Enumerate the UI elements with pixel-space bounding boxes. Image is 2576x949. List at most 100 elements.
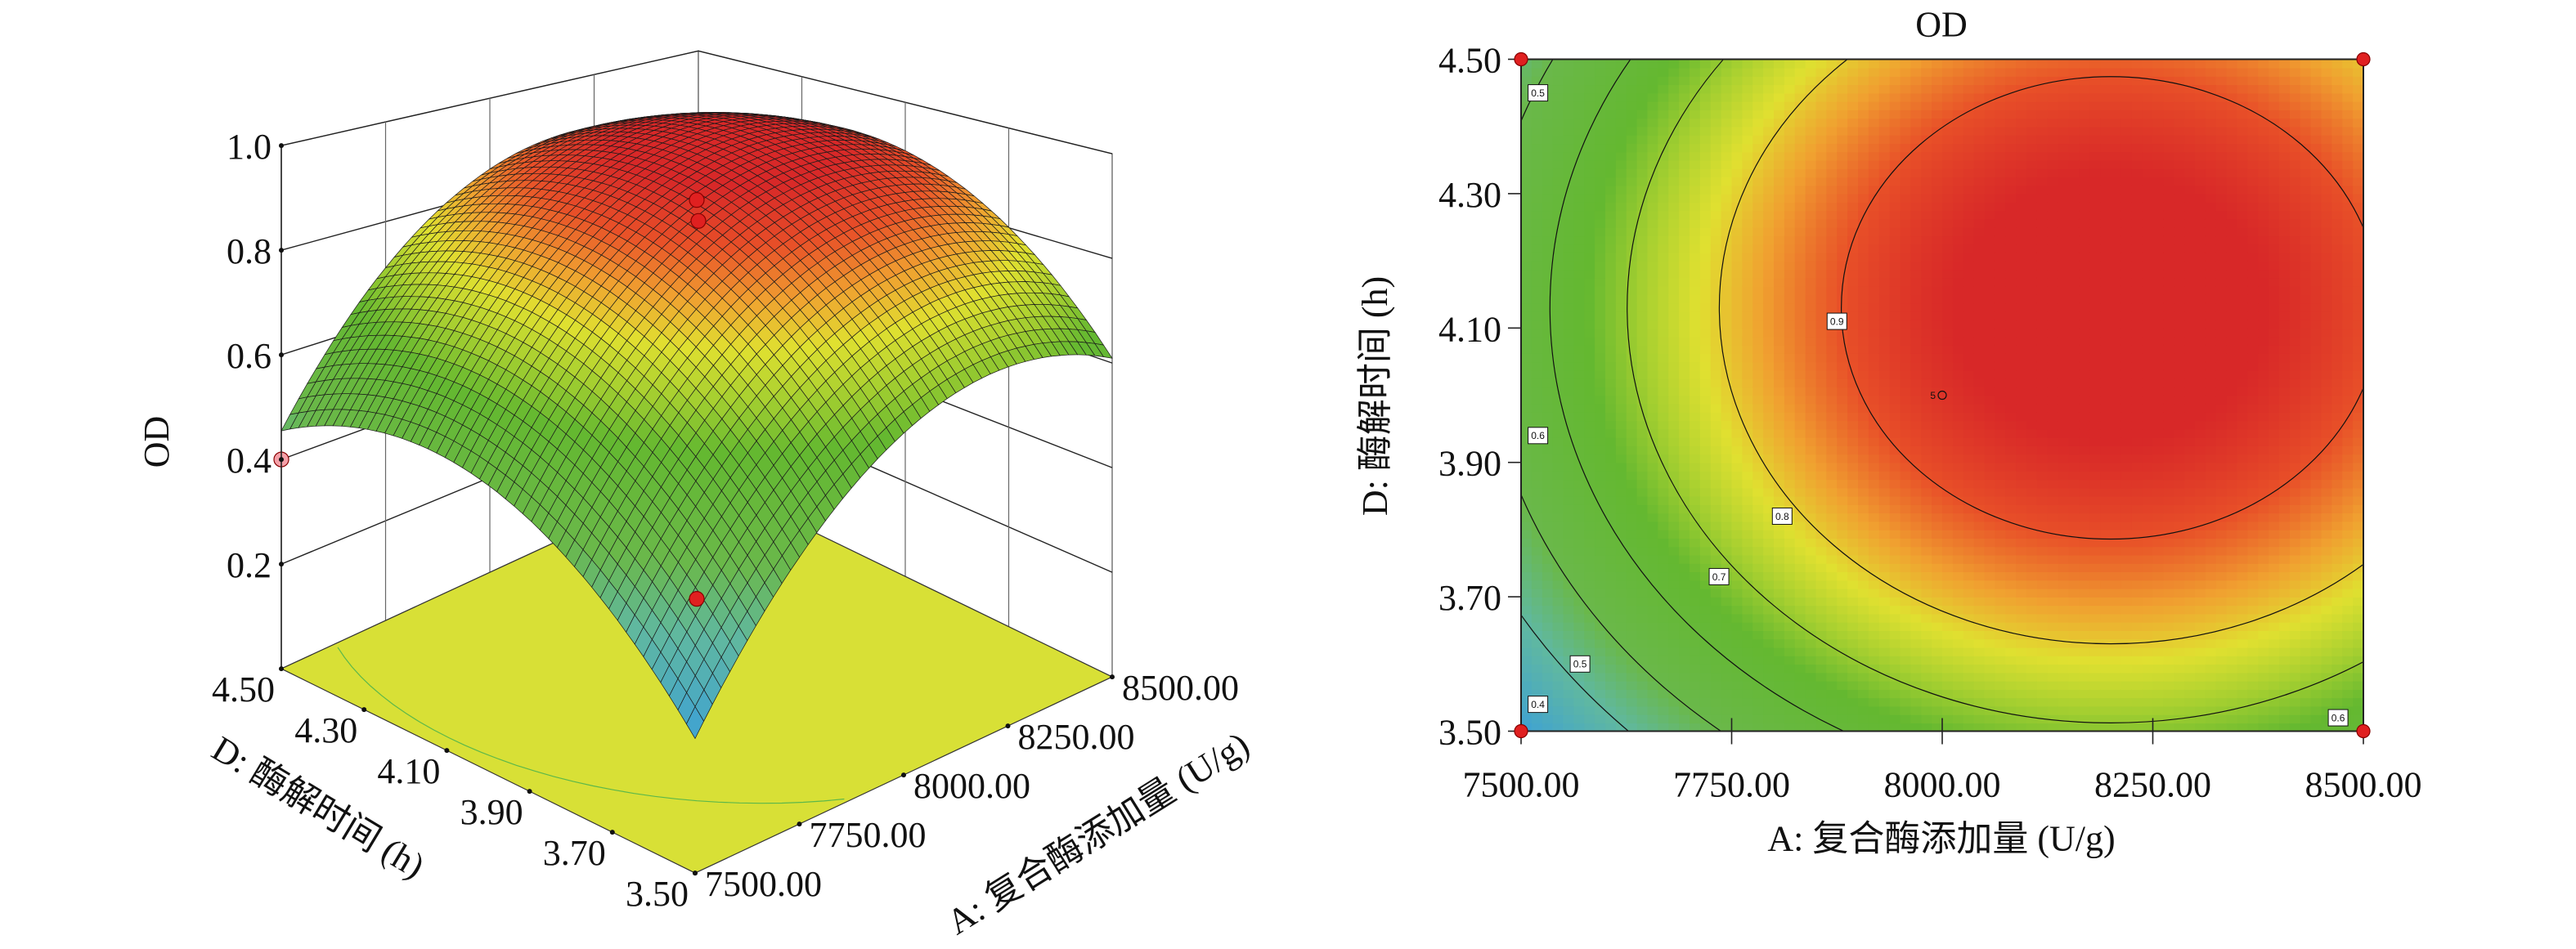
heatmap-cell (1794, 487, 1806, 497)
heatmap-cell (1794, 193, 1806, 203)
heatmap-cell (1826, 613, 1838, 623)
heatmap-cell (1563, 521, 1575, 530)
heatmap-cell (1573, 470, 1586, 481)
design-point (690, 213, 707, 229)
heatmap-cell (1710, 470, 1722, 481)
heatmap-cell (1605, 361, 1617, 371)
heatmap-cell (1837, 680, 1848, 690)
heatmap-cell (1710, 513, 1722, 522)
heatmap-cell (1615, 202, 1627, 212)
heatmap-cell (1742, 436, 1754, 446)
heatmap-cell (1521, 428, 1533, 438)
heatmap-cell (1847, 151, 1859, 161)
heatmap-cell (1847, 285, 1859, 295)
heatmap-cell (1847, 588, 1859, 598)
heatmap-cell (1552, 630, 1564, 640)
heatmap-cell (1563, 168, 1575, 178)
heatmap-cell (1837, 495, 1848, 505)
heatmap-cell (1847, 177, 1859, 186)
heatmap-cell (1584, 613, 1595, 623)
heatmap-cell (1647, 428, 1659, 438)
heatmap-cell (1584, 554, 1595, 564)
heatmap-cell (1595, 479, 1606, 489)
heatmap-cell (1731, 302, 1744, 312)
heatmap-cell (1573, 320, 1586, 329)
heatmap-cell (1858, 546, 1869, 556)
heatmap-cell (1752, 529, 1764, 539)
heatmap-cell (1699, 454, 1712, 463)
heatmap-cell (1573, 495, 1586, 505)
heatmap-cell (1531, 177, 1543, 186)
heatmap-cell (1584, 320, 1595, 329)
heatmap-cell (1858, 689, 1869, 699)
heatmap-cell (1826, 126, 1838, 136)
heatmap-cell (1731, 613, 1744, 623)
heatmap-cell (1699, 647, 1712, 656)
heatmap-cell (1605, 118, 1617, 128)
heatmap-cell (1815, 689, 1828, 699)
heatmap-cell (1636, 369, 1649, 379)
heatmap-cell (1679, 672, 1690, 682)
heatmap-cell (1552, 513, 1564, 522)
heatmap-cell (1573, 445, 1586, 455)
z-tick (279, 352, 284, 358)
heatmap-cell (1552, 134, 1564, 145)
heatmap-cell (1815, 588, 1828, 598)
heatmap-cell (1826, 59, 1838, 69)
heatmap-cell (1847, 680, 1859, 690)
heatmap-cell (1794, 168, 1806, 178)
heatmap-cell (1752, 110, 1764, 119)
heatmap-cell (1858, 302, 1869, 312)
heatmap-cell (1826, 656, 1838, 665)
heatmap-cell (1847, 395, 1859, 405)
heatmap-cell (1826, 101, 1838, 110)
heatmap-cell (1552, 244, 1564, 253)
heatmap-cell (1731, 210, 1744, 220)
heatmap-cell (1647, 101, 1659, 110)
heatmap-cell (1668, 378, 1680, 388)
heatmap-cell (1647, 252, 1659, 262)
heatmap-cell (1584, 470, 1595, 481)
heatmap-cell (1552, 76, 1564, 86)
heatmap-cell (1858, 487, 1869, 497)
heatmap-cell (1521, 252, 1533, 262)
heatmap-cell (1847, 529, 1859, 539)
heatmap-cell (1647, 261, 1659, 271)
heatmap-cell (1815, 285, 1828, 295)
heatmap-cell (1521, 513, 1533, 522)
heatmap-cell (1858, 252, 1869, 262)
heatmap-cell (1595, 513, 1606, 522)
heatmap-cell (1742, 714, 1754, 724)
heatmap-cell (1752, 311, 1764, 320)
heatmap-cell (1763, 504, 1775, 514)
heatmap-cell (1521, 487, 1533, 497)
heatmap-cell (1542, 723, 1554, 732)
heatmap-cell (1763, 320, 1775, 329)
heatmap-cell (1647, 218, 1659, 228)
heatmap-cell (1763, 227, 1775, 237)
heatmap-cell (1595, 353, 1606, 363)
heatmap-cell (1668, 59, 1680, 69)
heatmap-cell (1584, 143, 1595, 153)
heatmap-cell (1731, 387, 1744, 396)
heatmap-cell (1815, 193, 1828, 203)
heatmap-cell (1563, 193, 1575, 203)
heatmap-cell (1615, 563, 1627, 573)
heatmap-cell (1647, 412, 1659, 422)
heatmap-cell (1573, 67, 1586, 77)
heatmap-cell (1826, 454, 1838, 463)
heatmap-cell (1742, 151, 1754, 161)
heatmap-cell (1542, 218, 1554, 228)
heatmap-cell (1584, 227, 1595, 237)
heatmap-cell (1815, 76, 1828, 86)
heatmap-cell (1584, 504, 1595, 514)
design-point (689, 591, 705, 607)
heatmap-cell (1647, 664, 1659, 674)
z-tick-label: 0.6 (227, 336, 272, 376)
heatmap-cell (1784, 244, 1796, 253)
heatmap-cell (1563, 462, 1575, 472)
heatmap-cell (1658, 580, 1670, 589)
heatmap-cell (1774, 168, 1785, 178)
heatmap-cell (1731, 395, 1744, 405)
heatmap-cell (1805, 177, 1817, 186)
